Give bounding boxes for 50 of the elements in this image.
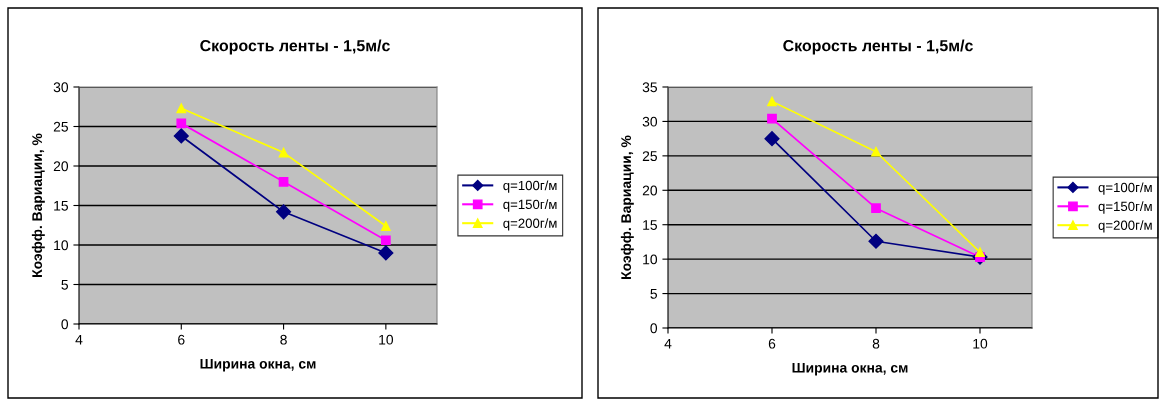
point <box>868 233 884 249</box>
chart-title: Скорость ленты - 1,5м/с <box>783 39 973 55</box>
x-tick-label: 6 <box>768 338 776 349</box>
x-tick-label: 10 <box>379 334 394 345</box>
y-tick-label: 30 <box>53 82 69 93</box>
point <box>176 118 187 129</box>
x-tick-label: 10 <box>973 338 988 349</box>
x-tick-label: 4 <box>75 334 83 345</box>
y-tick-label: 10 <box>643 254 658 265</box>
y-tick-label: 25 <box>642 151 657 162</box>
x-axis-title: Ширина окна, см <box>792 362 908 376</box>
y-tick-label: 5 <box>61 279 68 290</box>
point <box>767 96 777 107</box>
y-tick-label: 10 <box>54 240 69 251</box>
legend-label: q=200г/м <box>1098 220 1152 233</box>
chart-title: Скорость ленты - 1,5м/с <box>200 39 390 55</box>
y-tick-label: 25 <box>53 121 68 132</box>
point <box>871 146 881 157</box>
x-tick-label: 8 <box>280 334 287 345</box>
legend-label: q=150г/м <box>503 199 557 212</box>
point <box>276 204 292 220</box>
y-tick-label: 5 <box>650 289 657 299</box>
y-tick-label: 20 <box>642 185 658 196</box>
point <box>767 113 777 124</box>
x-tick-label: 8 <box>872 338 880 349</box>
point <box>278 147 289 158</box>
y-axis-title: Коэфф. Вариации, % <box>31 133 45 277</box>
legend-label: q=200г/м <box>503 218 557 231</box>
legend-label: q=100г/м <box>503 180 557 193</box>
y-tick-label: 35 <box>642 82 657 93</box>
y-tick-label: 20 <box>53 161 69 172</box>
point <box>380 235 391 246</box>
legend-label: q=150г/м <box>1098 201 1152 214</box>
point <box>871 203 881 214</box>
y-tick-label: 0 <box>61 319 69 330</box>
point <box>176 103 187 114</box>
x-tick-label: 4 <box>664 338 672 349</box>
y-tick-label: 0 <box>650 323 658 334</box>
x-tick-label: 6 <box>178 334 185 345</box>
x-axis-title: Ширина окна, см <box>200 358 316 372</box>
legend-label: q=100г/м <box>1098 182 1152 195</box>
point <box>278 176 289 187</box>
y-tick-label: 30 <box>642 116 658 127</box>
point <box>380 221 391 231</box>
y-tick-label: 15 <box>643 220 657 230</box>
point <box>764 131 780 147</box>
y-axis-title: Коэфф. Вариации, % <box>620 135 634 279</box>
y-tick-label: 15 <box>54 200 68 211</box>
point <box>378 245 394 261</box>
point <box>173 128 189 144</box>
